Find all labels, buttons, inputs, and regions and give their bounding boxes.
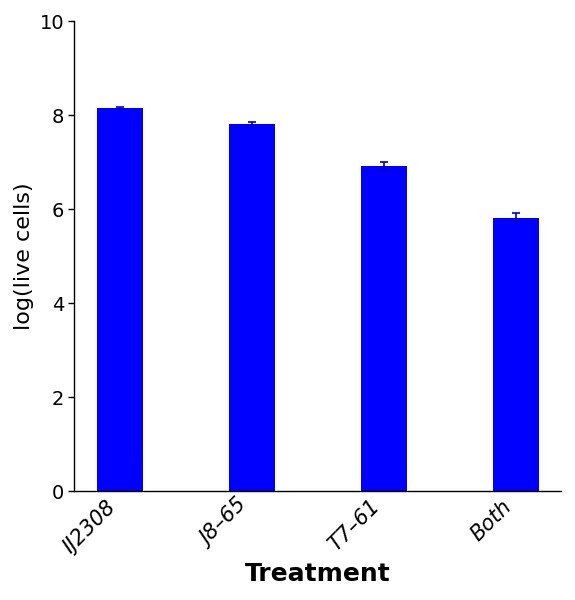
Bar xyxy=(229,124,275,491)
Bar xyxy=(493,218,539,491)
Bar xyxy=(361,166,407,491)
Bar xyxy=(97,109,143,491)
Y-axis label: log(live cells): log(live cells) xyxy=(14,182,34,330)
X-axis label: Treatment: Treatment xyxy=(245,562,390,586)
